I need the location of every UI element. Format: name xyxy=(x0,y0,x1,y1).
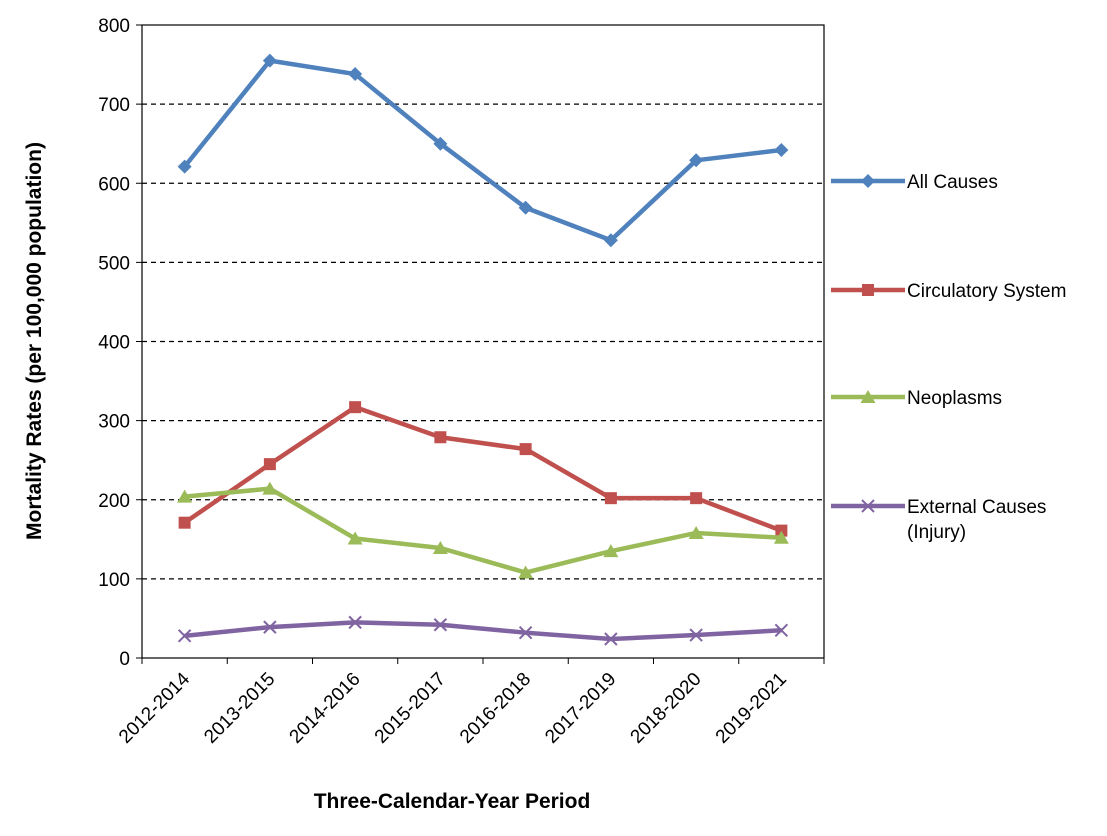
x-tick-label: 2014-2016 xyxy=(286,669,365,748)
data-point xyxy=(434,431,447,444)
legend-label: All Causes xyxy=(907,172,998,193)
data-point xyxy=(773,530,789,544)
series-line xyxy=(182,58,782,243)
data-point xyxy=(689,153,704,168)
data-point xyxy=(263,620,277,634)
data-point xyxy=(177,489,193,503)
x-tick-label: 2013-2015 xyxy=(200,669,279,748)
series-line xyxy=(184,620,782,642)
data-point xyxy=(518,625,533,640)
data-point xyxy=(518,200,533,215)
y-tick-label: 400 xyxy=(98,333,130,354)
x-tick-label: 2015-2017 xyxy=(371,669,450,748)
legend-item: Neoplasms xyxy=(831,388,1002,409)
legend-item: All Causes xyxy=(831,172,998,193)
series-0 xyxy=(177,53,789,248)
legend-item: External Causes (Injury) xyxy=(831,497,1046,543)
legend: All Causes Circulatory System Neoplasms Ext… xyxy=(831,172,1066,543)
legend-label: Neoplasms xyxy=(907,388,1002,409)
data-point xyxy=(518,565,534,579)
y-tick-label: 100 xyxy=(98,570,130,591)
y-axis-title: Mortality Rates (per 100,000 population) xyxy=(23,142,46,540)
series-line xyxy=(183,404,783,533)
legend-label: Circulatory System xyxy=(907,281,1066,302)
y-tick-label: 300 xyxy=(98,412,130,433)
y-tick-label: 200 xyxy=(98,491,130,512)
data-point xyxy=(177,629,192,643)
data-point xyxy=(774,623,789,638)
data-point xyxy=(262,481,278,495)
data-point xyxy=(347,531,363,545)
y-tick-label: 0 xyxy=(119,649,130,670)
data-point xyxy=(348,615,362,630)
series-lines xyxy=(177,53,789,646)
y-tick-label: 500 xyxy=(98,253,130,274)
y-axis-ticks: 0 100 200 300 400 500 600 700 800 xyxy=(98,16,142,670)
x-axis-title: Three-Calendar-Year Period xyxy=(314,790,591,813)
legend-marker xyxy=(860,390,876,403)
x-tick-label: 2019-2021 xyxy=(712,669,791,748)
y-tick-label: 800 xyxy=(98,16,130,37)
x-tick-label: 2018-2020 xyxy=(627,669,706,748)
data-point xyxy=(433,136,448,151)
data-point xyxy=(433,618,448,632)
series-3 xyxy=(177,615,789,646)
data-point xyxy=(688,525,704,539)
data-point xyxy=(603,233,618,248)
data-point xyxy=(349,401,362,414)
x-tick-label: 2016-2018 xyxy=(456,669,535,748)
series-2 xyxy=(177,481,789,579)
y-tick-label: 700 xyxy=(98,95,130,116)
y-tick-label: 600 xyxy=(98,174,130,195)
legend-marker xyxy=(861,174,875,188)
data-point xyxy=(603,544,619,558)
legend-item: Circulatory System xyxy=(831,281,1066,302)
data-point xyxy=(177,159,192,174)
legend-label: External Causes (Injury) xyxy=(907,497,1046,543)
x-tick-label: 2012-2014 xyxy=(115,668,194,747)
data-point xyxy=(263,458,276,471)
data-point xyxy=(519,443,532,456)
data-point xyxy=(604,632,618,646)
data-point xyxy=(348,67,363,82)
series-1 xyxy=(178,401,788,537)
x-tick-label: 2017-2019 xyxy=(541,669,620,748)
data-point xyxy=(774,143,789,158)
gridlines xyxy=(142,103,824,580)
x-axis-ticks: 2012-2014 2013-2015 2014-2016 2015-2017 2016… xyxy=(115,658,825,748)
data-point xyxy=(689,628,703,642)
legend-marker xyxy=(861,499,875,513)
legend-marker xyxy=(862,284,874,296)
data-point xyxy=(690,492,703,505)
data-point xyxy=(604,492,617,505)
data-point xyxy=(262,53,277,68)
data-point xyxy=(775,524,788,537)
data-point xyxy=(178,516,191,529)
series-line xyxy=(184,486,782,575)
data-point xyxy=(432,541,448,555)
